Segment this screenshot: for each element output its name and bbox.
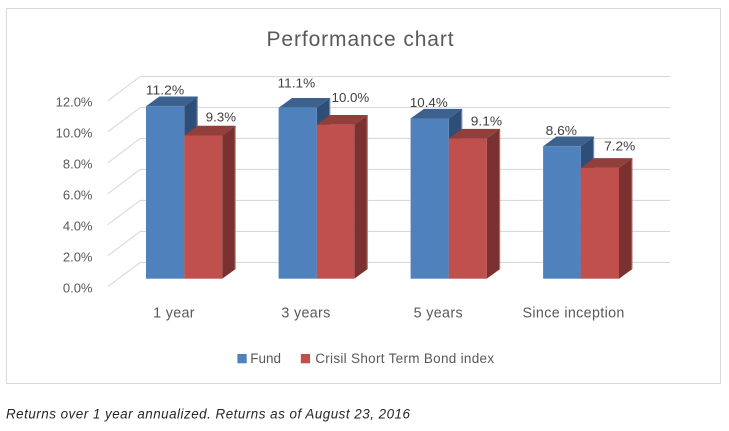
svg-text:11.2%: 11.2% [146,82,185,97]
svg-text:Performance chart: Performance chart [266,28,454,51]
svg-text:Returns over 1 year annualized: Returns over 1 year annualized. Returns … [6,406,410,421]
svg-text:11.1%: 11.1% [278,75,316,90]
svg-text:8.6%: 8.6% [546,123,578,138]
svg-text:Crisil Short Term Bond index: Crisil Short Term Bond index [315,351,494,366]
svg-text:7.2%: 7.2% [604,139,636,154]
svg-text:12.0%: 12.0% [56,94,93,109]
svg-text:Fund: Fund [250,351,281,366]
svg-text:5 years: 5 years [414,305,463,321]
svg-text:1 year: 1 year [153,305,195,321]
svg-text:9.1%: 9.1% [471,114,503,129]
svg-text:3 years: 3 years [281,305,330,321]
svg-text:2.0%: 2.0% [63,249,93,264]
svg-text:9.3%: 9.3% [206,109,237,124]
svg-text:4.0%: 4.0% [63,218,93,233]
svg-text:0.0%: 0.0% [63,280,93,295]
svg-text:8.0%: 8.0% [63,156,93,171]
svg-text:10.0%: 10.0% [332,90,370,105]
svg-text:10.0%: 10.0% [56,125,93,140]
svg-text:10.4%: 10.4% [410,95,448,110]
svg-text:6.0%: 6.0% [63,187,93,202]
svg-text:Since inception: Since inception [522,305,624,321]
